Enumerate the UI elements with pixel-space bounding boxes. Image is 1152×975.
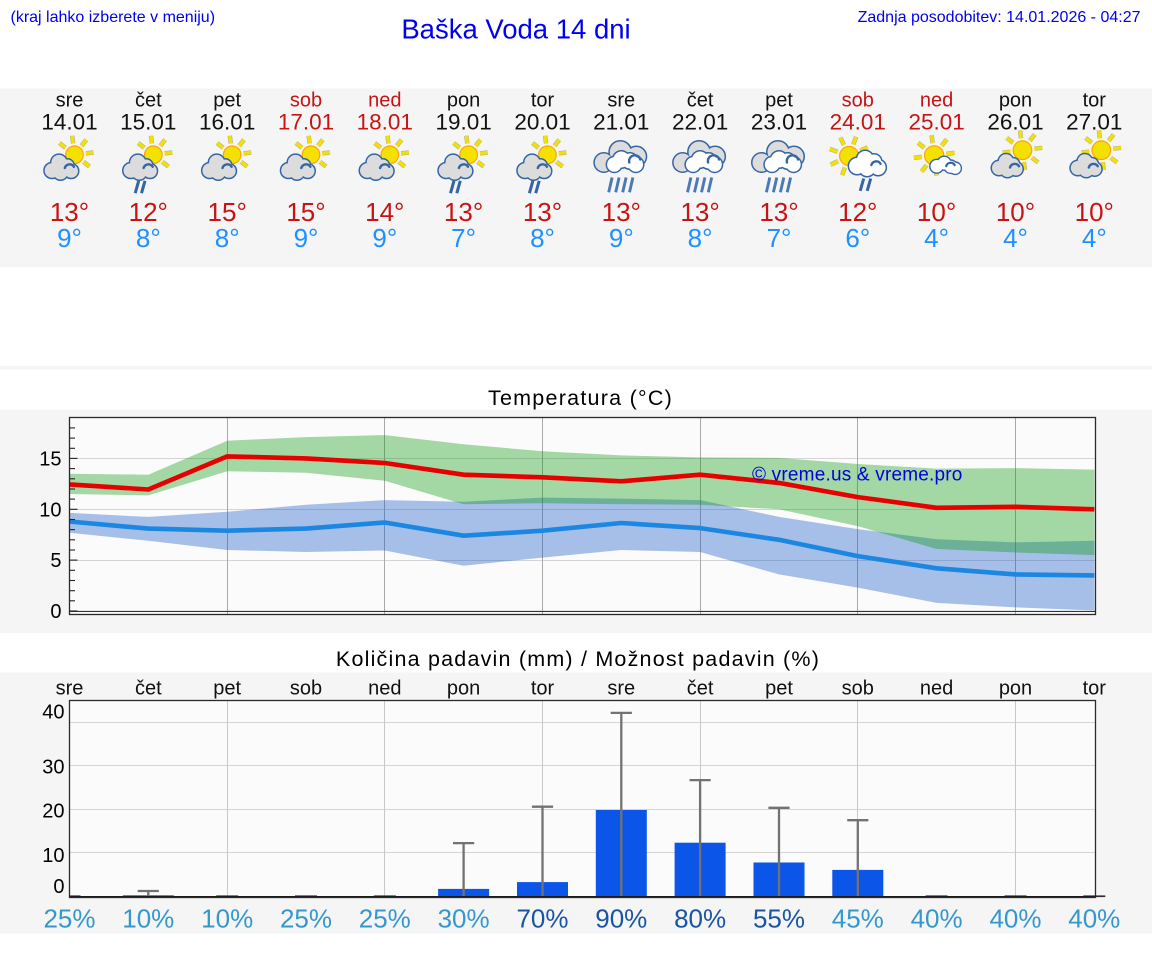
svg-text:13°: 13°: [602, 197, 641, 227]
svg-text:23.01: 23.01: [751, 110, 807, 135]
svg-text:20: 20: [42, 801, 64, 823]
svg-text:24.01: 24.01: [830, 110, 886, 135]
svg-text:9°: 9°: [294, 223, 319, 253]
svg-text:40%: 40%: [911, 904, 963, 934]
svg-text:25%: 25%: [280, 904, 332, 934]
svg-text:10%: 10%: [122, 904, 174, 934]
svg-text:13°: 13°: [444, 197, 483, 227]
svg-text:Zadnja posodobitev: 14.01.2026: Zadnja posodobitev: 14.01.2026 - 04:27: [858, 9, 1141, 26]
svg-text:© vreme.us & vreme.pro: © vreme.us & vreme.pro: [752, 465, 963, 486]
svg-text:15°: 15°: [208, 197, 247, 227]
svg-text:ned: ned: [920, 89, 953, 111]
svg-text:26.01: 26.01: [987, 110, 1043, 135]
svg-text:0: 0: [50, 601, 61, 623]
svg-text:sob: sob: [842, 678, 874, 700]
svg-text:10°: 10°: [1075, 197, 1114, 227]
svg-text:sre: sre: [607, 89, 635, 111]
svg-text:sob: sob: [290, 678, 322, 700]
svg-text:ned: ned: [368, 678, 401, 700]
svg-text:30: 30: [42, 756, 64, 778]
svg-text:9°: 9°: [372, 223, 397, 253]
svg-text:30%: 30%: [438, 904, 490, 934]
svg-text:80%: 80%: [674, 904, 726, 934]
svg-text:90%: 90%: [595, 904, 647, 934]
svg-text:15°: 15°: [286, 197, 325, 227]
svg-text:8°: 8°: [688, 223, 713, 253]
svg-text:tor: tor: [1083, 678, 1107, 700]
svg-text:pet: pet: [213, 678, 241, 700]
svg-text:7°: 7°: [767, 223, 792, 253]
svg-text:ned: ned: [368, 89, 401, 111]
svg-text:5: 5: [50, 550, 61, 572]
svg-text:40: 40: [42, 701, 64, 723]
svg-text:sob: sob: [290, 89, 322, 111]
svg-text:14.01: 14.01: [41, 110, 97, 135]
svg-text:27.01: 27.01: [1066, 110, 1122, 135]
svg-text:Baška Voda 14 dni: Baška Voda 14 dni: [401, 13, 630, 44]
svg-text:10%: 10%: [201, 904, 253, 934]
svg-text:14°: 14°: [365, 197, 404, 227]
svg-text:40%: 40%: [1068, 904, 1120, 934]
svg-text:10°: 10°: [996, 197, 1035, 227]
svg-text:4°: 4°: [924, 223, 949, 253]
svg-text:Količina padavin (mm) / Možnos: Količina padavin (mm) / Možnost padavin …: [336, 647, 820, 671]
svg-text:15: 15: [39, 448, 61, 470]
svg-text:čet: čet: [687, 678, 714, 700]
svg-text:6°: 6°: [845, 223, 870, 253]
svg-text:čet: čet: [687, 89, 714, 111]
svg-text:pon: pon: [447, 89, 480, 111]
svg-text:pet: pet: [765, 678, 793, 700]
svg-text:18.01: 18.01: [357, 110, 413, 135]
svg-text:10°: 10°: [917, 197, 956, 227]
svg-text:sre: sre: [56, 89, 84, 111]
svg-text:(kraj lahko izberete v meniju): (kraj lahko izberete v meniju): [11, 9, 216, 26]
svg-text:8°: 8°: [530, 223, 555, 253]
svg-text:25.01: 25.01: [908, 110, 964, 135]
svg-text:17.01: 17.01: [278, 110, 334, 135]
svg-text:22.01: 22.01: [672, 110, 728, 135]
svg-text:8°: 8°: [136, 223, 161, 253]
svg-text:40%: 40%: [989, 904, 1041, 934]
svg-text:19.01: 19.01: [435, 110, 491, 135]
svg-text:20.01: 20.01: [514, 110, 570, 135]
svg-text:pon: pon: [999, 89, 1032, 111]
svg-text:čet: čet: [135, 678, 162, 700]
svg-text:25%: 25%: [43, 904, 95, 934]
svg-text:12°: 12°: [129, 197, 168, 227]
svg-text:sre: sre: [607, 678, 635, 700]
svg-text:4°: 4°: [1082, 223, 1107, 253]
svg-text:21.01: 21.01: [593, 110, 649, 135]
svg-text:55%: 55%: [753, 904, 805, 934]
svg-text:pet: pet: [213, 89, 241, 111]
svg-text:tor: tor: [1083, 89, 1107, 111]
svg-text:ned: ned: [920, 678, 953, 700]
svg-text:15.01: 15.01: [120, 110, 176, 135]
svg-text:sre: sre: [56, 678, 84, 700]
svg-text:čet: čet: [135, 89, 162, 111]
svg-text:45%: 45%: [832, 904, 884, 934]
svg-text:7°: 7°: [451, 223, 476, 253]
svg-text:10: 10: [39, 499, 61, 521]
svg-text:25%: 25%: [359, 904, 411, 934]
svg-text:pet: pet: [765, 89, 793, 111]
svg-text:10: 10: [42, 845, 64, 867]
svg-text:pon: pon: [999, 678, 1032, 700]
svg-text:pon: pon: [447, 678, 480, 700]
svg-text:16.01: 16.01: [199, 110, 255, 135]
svg-text:13°: 13°: [759, 197, 798, 227]
svg-text:4°: 4°: [1003, 223, 1028, 253]
svg-text:9°: 9°: [57, 223, 82, 253]
svg-text:sob: sob: [842, 89, 874, 111]
svg-text:8°: 8°: [215, 223, 240, 253]
svg-text:tor: tor: [531, 678, 555, 700]
svg-text:9°: 9°: [609, 223, 634, 253]
svg-text:13°: 13°: [50, 197, 89, 227]
svg-text:13°: 13°: [523, 197, 562, 227]
svg-text:Temperatura (°C): Temperatura (°C): [488, 386, 673, 410]
svg-text:13°: 13°: [680, 197, 719, 227]
svg-text:12°: 12°: [838, 197, 877, 227]
svg-text:tor: tor: [531, 89, 555, 111]
svg-text:70%: 70%: [516, 904, 568, 934]
svg-text:0: 0: [53, 876, 64, 898]
